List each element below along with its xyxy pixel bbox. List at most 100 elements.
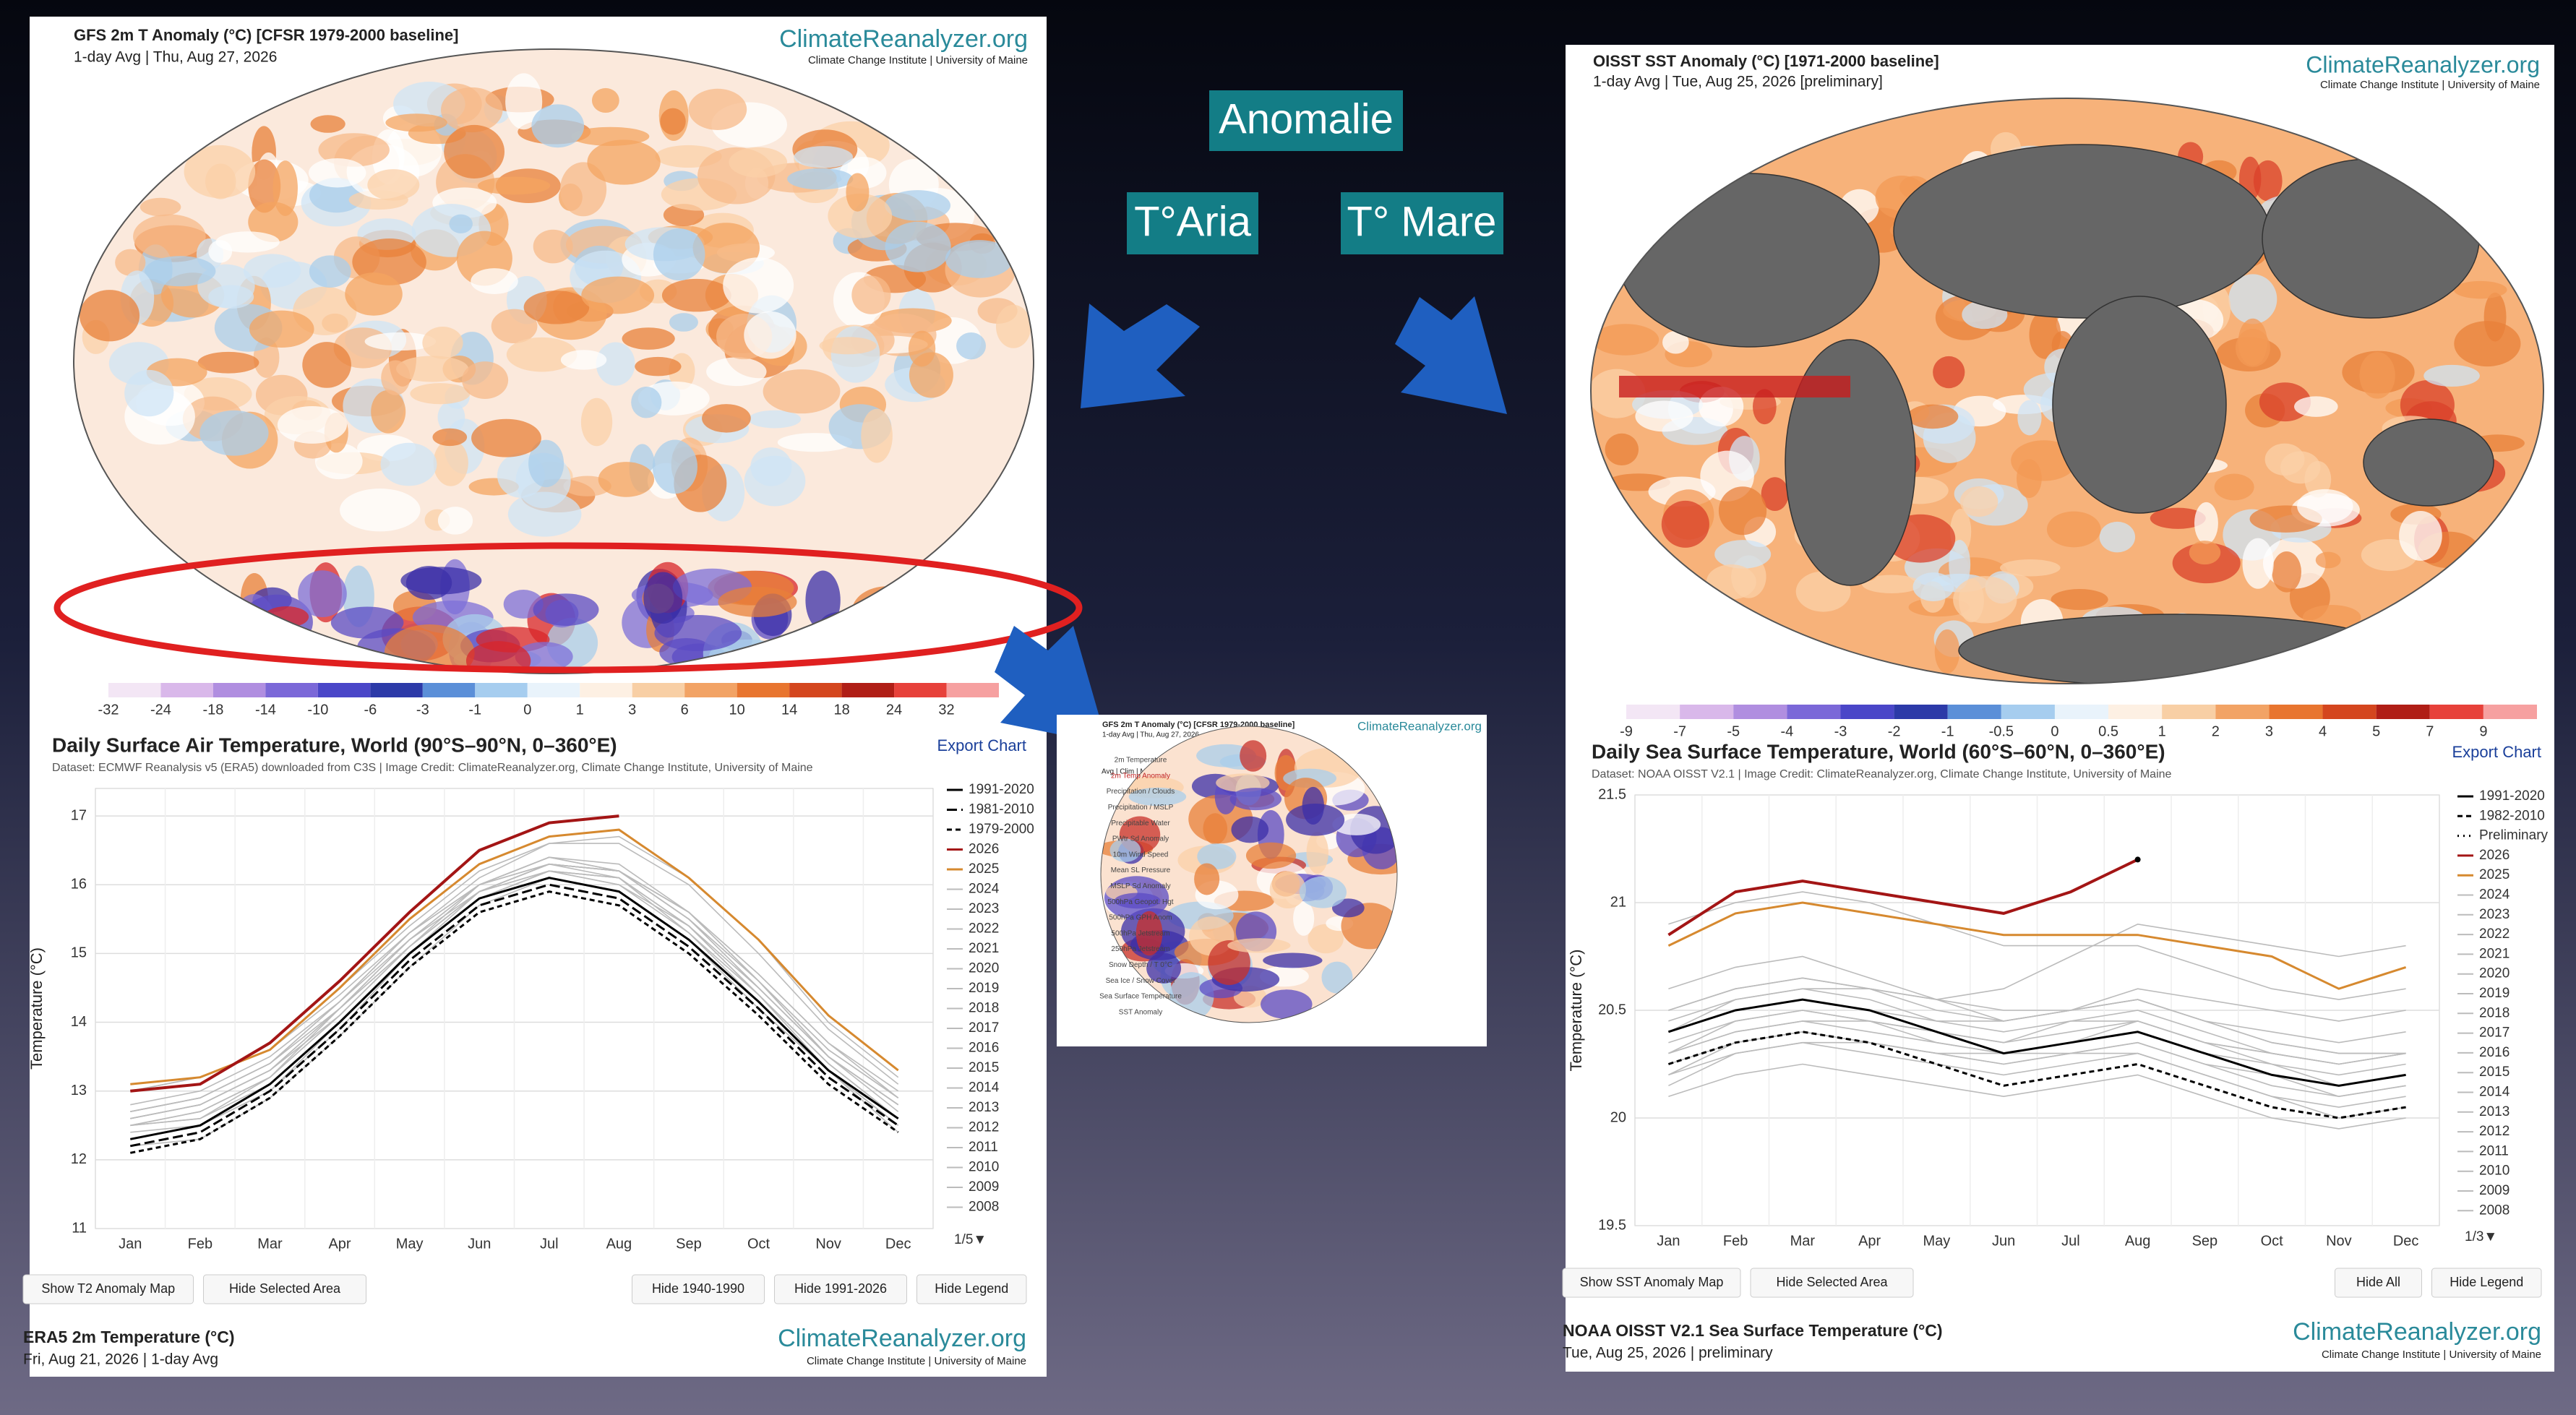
slide-label: T° Mare: [1347, 198, 1497, 245]
colorbar-swatch: [2108, 705, 2163, 719]
button[interactable]: [22, 1274, 194, 1304]
map-patch: [309, 178, 364, 213]
export-button[interactable]: Export Chart: [2452, 743, 2542, 761]
button[interactable]: [632, 1274, 765, 1304]
map-patch: [477, 176, 551, 195]
button-label[interactable]: Hide Legend: [935, 1281, 1008, 1296]
button-label[interactable]: Hide All: [2356, 1275, 2400, 1289]
arrow: [1395, 296, 1507, 414]
map-patch: [2194, 502, 2218, 544]
button[interactable]: [2431, 1268, 2542, 1298]
x-tick-label: Nov: [2326, 1233, 2352, 1249]
map-patch: [2214, 473, 2254, 501]
legend-label: 2024: [2479, 887, 2510, 903]
map-patch: [1331, 898, 1365, 918]
menu-item: Snow Depth / T 0°C: [1109, 961, 1172, 969]
map-patch: [1592, 324, 1660, 356]
legend-label: 2020: [2479, 966, 2510, 981]
map-patch: [729, 147, 788, 178]
map-patch: [199, 410, 269, 456]
map-outline: [1100, 726, 1398, 1023]
map-patch: [405, 566, 452, 600]
map-patch: [1245, 842, 1297, 869]
legend-label: 1982-2010: [2479, 808, 2545, 823]
slide-label: T°Aria: [1134, 198, 1252, 245]
colorbar-swatch: [370, 683, 423, 697]
map-patch: [1109, 838, 1141, 862]
map-patch: [763, 369, 841, 414]
x-tick-label: Sep: [2192, 1233, 2218, 1249]
colorbar-swatch: [265, 683, 318, 697]
colorbar-swatch: [684, 683, 737, 697]
series-line: [1668, 1031, 2406, 1098]
map-patch: [184, 145, 256, 199]
map-patch: [2253, 160, 2283, 202]
map-patch: [560, 350, 607, 370]
x-tick-label: May: [396, 1236, 424, 1252]
button[interactable]: [203, 1274, 366, 1304]
button-label[interactable]: Hide Selected Area: [1776, 1275, 1888, 1289]
map-patch: [688, 88, 747, 130]
button[interactable]: [916, 1274, 1027, 1304]
y-tick-label: 20.5: [1598, 1002, 1626, 1018]
button-label[interactable]: Hide 1991-2026: [794, 1281, 887, 1296]
continent: [2052, 296, 2227, 514]
map-patch: [598, 462, 655, 497]
map-patch: [660, 108, 686, 135]
colorbar-swatch: [1947, 705, 2001, 719]
button-label[interactable]: Show SST Anomaly Map: [1580, 1275, 1724, 1289]
x-tick-label: May: [1923, 1233, 1950, 1249]
map-patch: [133, 214, 206, 259]
button-label[interactable]: Show T2 Anomaly Map: [41, 1281, 175, 1296]
legend-label: 2008: [969, 1200, 999, 1215]
colorbar-label: 24: [886, 702, 902, 718]
map-patch: [750, 447, 792, 486]
legend-label: 2015: [969, 1060, 999, 1075]
colorbar-swatch: [632, 683, 685, 697]
map-patch: [1714, 540, 1772, 569]
map-patch: [277, 405, 348, 444]
map-patch: [302, 342, 351, 388]
colorbar-swatch: [737, 683, 790, 697]
y-axis-label: Temperature (°C): [27, 947, 46, 1070]
map-patch: [1933, 356, 1965, 389]
colorbar-label: 9: [2479, 723, 2487, 739]
continent: [1893, 144, 2270, 319]
button[interactable]: [2335, 1268, 2422, 1298]
export-button[interactable]: Export Chart: [937, 736, 1027, 754]
x-tick-label: Jan: [1657, 1233, 1680, 1249]
map-patch: [1862, 575, 1922, 593]
map-patch: [2150, 507, 2206, 529]
map-patch: [885, 190, 951, 221]
map-patch: [364, 332, 437, 351]
map-patch: [437, 400, 465, 434]
colorbar-label: -32: [98, 702, 119, 718]
y-tick-label: 20: [1610, 1109, 1626, 1125]
continent: [2363, 418, 2494, 507]
map-patch: [197, 351, 259, 374]
map-patch: [1662, 330, 1689, 354]
colorbar-label: 4: [2319, 723, 2327, 739]
button-label[interactable]: Hide Legend: [2450, 1275, 2523, 1289]
button[interactable]: [774, 1274, 907, 1304]
button-label[interactable]: Hide 1940-1990: [652, 1281, 744, 1296]
legend-label: Preliminary: [2479, 828, 2549, 843]
x-tick-label: Oct: [747, 1236, 770, 1252]
legend-label: 1979-2000: [969, 822, 1034, 837]
map-patch: [591, 87, 619, 113]
button[interactable]: [1562, 1268, 1741, 1298]
map-patch: [471, 268, 518, 295]
button-label[interactable]: Hide Selected Area: [229, 1281, 341, 1296]
map-patch: [846, 173, 870, 212]
legend-label: 2019: [2479, 986, 2510, 1001]
map-patch: [702, 404, 751, 433]
map-patch: [2264, 443, 2305, 476]
series-line: [130, 877, 899, 1140]
legend-label: 2022: [969, 921, 999, 937]
button[interactable]: [1750, 1268, 1914, 1298]
colorbar-swatch: [894, 683, 947, 697]
y-axis-label: Temperature (°C): [1567, 950, 1585, 1072]
legend-label: 2014: [969, 1080, 1000, 1096]
y-tick-label: 16: [71, 877, 87, 893]
